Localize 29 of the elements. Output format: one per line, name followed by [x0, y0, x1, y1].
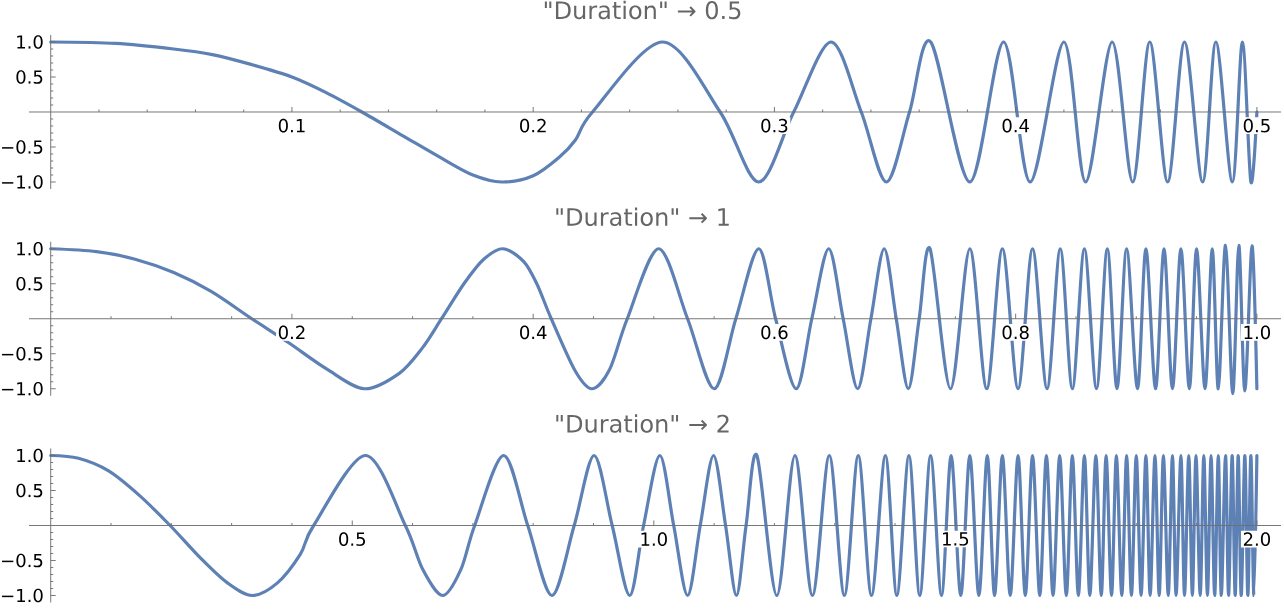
y-tick-label: 1.0 [17, 35, 43, 49]
x-tick-label: 0.1 [278, 118, 305, 133]
chart-title: "Duration" → 1 [556, 207, 729, 227]
chart-title: "Duration" → 0.5 [544, 0, 741, 20]
y-tick-label: −1.0 [2, 381, 43, 396]
y-tick-label: 0.5 [16, 70, 43, 84]
y-tick-label: −0.5 [2, 346, 43, 361]
x-tick-label: 0.4 [520, 325, 547, 340]
x-tick-label: 0.5 [1243, 118, 1270, 133]
y-tick-label: −1.0 [2, 175, 43, 189]
y-tick-label: −0.5 [2, 140, 43, 154]
y-tick-label: 1.0 [17, 448, 43, 463]
x-tick-label: 1.5 [943, 532, 969, 546]
y-tick-label: 0.5 [16, 483, 43, 498]
x-tick-label: 0.2 [278, 325, 305, 340]
x-tick-label: 1.0 [641, 532, 667, 546]
x-tick-label: 0.4 [1002, 118, 1029, 133]
x-tick-label: 0.5 [339, 532, 366, 546]
x-tick-label: 0.3 [761, 118, 788, 133]
x-tick-label: 0.6 [761, 325, 788, 340]
x-tick-label: 1.0 [1244, 325, 1271, 340]
y-tick-label: 0.5 [16, 276, 43, 291]
x-tick-label: 0.2 [520, 118, 546, 133]
y-tick-label: −0.5 [2, 553, 43, 568]
chart-title: "Duration" → 2 [556, 414, 729, 433]
y-tick-label: −1.0 [2, 588, 43, 603]
y-tick-label: 1.0 [17, 241, 43, 256]
x-tick-label: 2.0 [1243, 532, 1271, 546]
x-tick-label: 0.8 [1002, 325, 1029, 340]
